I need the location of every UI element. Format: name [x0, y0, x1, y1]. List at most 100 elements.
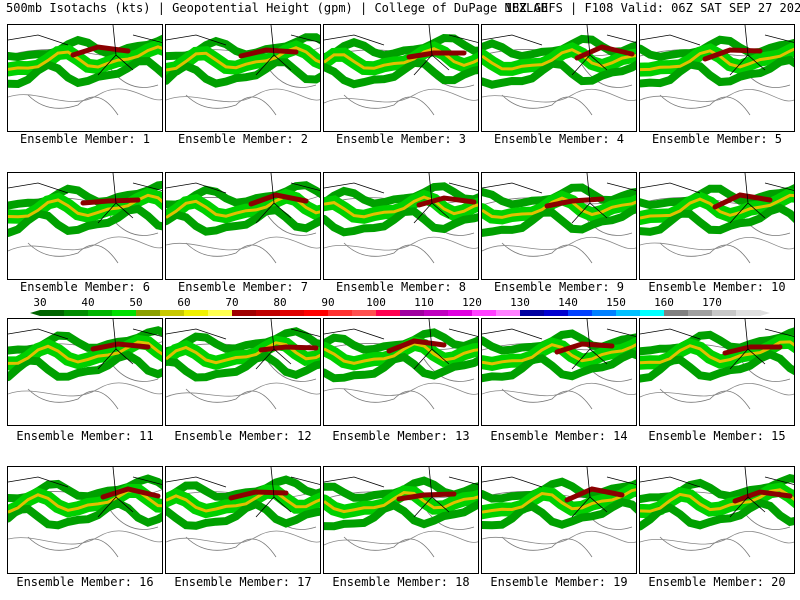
isotach-band	[8, 498, 162, 530]
member-caption-5: Ensemble Member: 5	[651, 132, 783, 146]
isotach-band	[324, 33, 478, 62]
jet-core	[8, 45, 162, 71]
jet-max	[554, 341, 615, 355]
height-contour	[640, 531, 794, 545]
colorbar-tick-label: 120	[462, 296, 482, 309]
ensemble-panel-10	[639, 172, 795, 280]
colorbar-segment	[400, 310, 425, 316]
colorbar-segment	[664, 310, 689, 316]
colorbar-segment	[328, 310, 353, 316]
isotach-band	[166, 205, 320, 236]
political-boundary	[640, 467, 794, 518]
jet-max	[406, 50, 467, 60]
political-boundary	[166, 319, 320, 370]
colorbar-segment	[136, 310, 161, 316]
isotach-band	[324, 58, 478, 89]
colorbar-segment	[304, 310, 329, 316]
chart-header: 500mb Isotachs (kts) | Geopotential Heig…	[0, 0, 800, 22]
height-contour	[324, 530, 478, 546]
isotach-band	[482, 477, 636, 503]
jet-core	[482, 343, 636, 366]
member-caption-13: Ensemble Member: 13	[332, 429, 470, 443]
isotach-band	[482, 497, 636, 530]
jet-max	[386, 338, 447, 354]
height-contour	[8, 236, 162, 252]
jet-stream-map	[166, 467, 320, 558]
member-caption-7: Ensemble Member: 7	[177, 280, 309, 294]
ensemble-panel-9	[481, 172, 637, 280]
member-caption-2: Ensemble Member: 2	[177, 132, 309, 146]
political-boundary	[324, 467, 478, 518]
member-caption-9: Ensemble Member: 9	[493, 280, 625, 294]
colorbar-segment	[688, 310, 713, 316]
jet-core	[166, 341, 320, 365]
colorbar-segment	[184, 310, 209, 316]
colorbar-tick-label: 110	[414, 296, 434, 309]
colorbar-segment	[376, 310, 401, 316]
ensemble-panel-7	[165, 172, 321, 280]
jet-max	[80, 197, 141, 206]
political-boundary	[640, 173, 794, 224]
jet-core	[482, 196, 636, 219]
member-caption-8: Ensemble Member: 8	[335, 280, 467, 294]
member-caption-19: Ensemble Member: 19	[490, 575, 628, 589]
isotach-band	[324, 352, 478, 383]
colorbar-segment	[736, 310, 761, 316]
political-boundary	[8, 467, 162, 518]
ensemble-panel-8	[323, 172, 479, 280]
jet-max	[258, 344, 319, 353]
jet-max	[100, 486, 161, 500]
jet-stream-map	[324, 467, 478, 558]
ensemble-panel-16	[7, 466, 163, 574]
ensemble-panel-5	[639, 24, 795, 132]
jet-max	[238, 47, 299, 59]
colorbar-segment	[280, 310, 305, 316]
jet-stream-map	[482, 173, 636, 264]
isotach-band	[324, 207, 478, 237]
ensemble-panel-18	[323, 466, 479, 574]
jet-stream-map	[640, 467, 794, 558]
colorbar-segment	[208, 310, 233, 316]
political-boundary	[8, 173, 162, 224]
jet-stream-map	[640, 173, 794, 264]
colorbar-tick-label: 70	[225, 296, 239, 309]
isotach-band	[640, 349, 794, 383]
political-boundary	[482, 319, 636, 370]
isotach-band	[324, 182, 478, 208]
jet-core	[482, 488, 636, 514]
jet-core	[324, 491, 478, 514]
jet-stream-map	[482, 319, 636, 410]
jet-max	[564, 486, 625, 503]
isotach-band	[8, 350, 162, 382]
isotach-band	[8, 57, 162, 89]
colorbar-segment	[256, 310, 281, 316]
isotach-band	[166, 499, 320, 530]
member-caption-16: Ensemble Member: 16	[16, 575, 154, 589]
jet-core	[8, 193, 162, 219]
jet-stream-map	[8, 319, 162, 410]
political-boundary	[640, 319, 794, 370]
colorbar-segment	[88, 310, 113, 316]
height-contour	[482, 236, 636, 252]
colorbar-tick-label: 150	[606, 296, 626, 309]
jet-stream-map	[482, 25, 636, 116]
member-caption-17: Ensemble Member: 17	[174, 575, 312, 589]
jet-max	[732, 489, 793, 504]
height-contour	[324, 236, 478, 251]
run-valid-time: 18Z GEFS | F108 Valid: 06Z SAT SEP 27 20…	[505, 1, 800, 15]
jet-core	[324, 195, 478, 219]
colorbar-tick-label: 60	[177, 296, 191, 309]
colorbar-segment	[520, 310, 545, 316]
isotach-band	[482, 329, 636, 355]
height-contour	[166, 530, 320, 544]
jet-core	[8, 340, 162, 365]
political-boundary	[8, 319, 162, 370]
height-contour	[166, 236, 320, 251]
jet-max	[544, 196, 605, 209]
jet-stream-map	[166, 319, 320, 410]
colorbar-segment	[616, 310, 641, 316]
jet-max	[396, 491, 457, 502]
colorbar-segment	[472, 310, 497, 316]
jet-max	[712, 192, 773, 210]
jet-stream-map	[324, 25, 478, 116]
